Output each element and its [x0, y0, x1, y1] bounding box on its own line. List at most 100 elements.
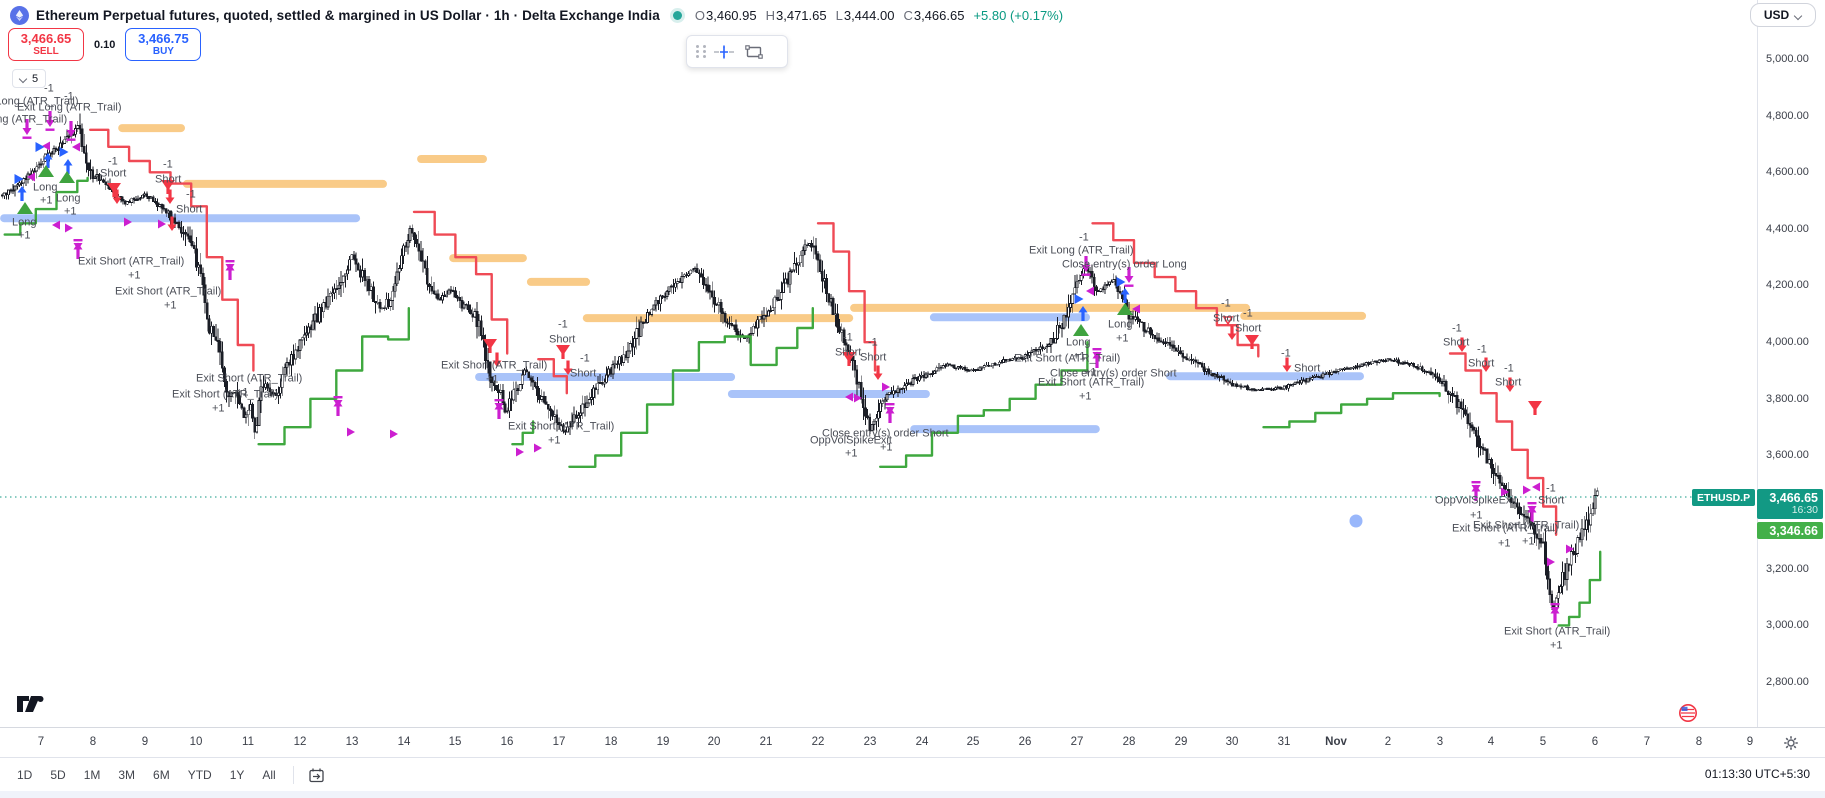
time-tick-label: 18: [604, 736, 618, 748]
svg-text:-1: -1: [186, 189, 196, 201]
svg-text:Exit Long (ATR_Trail): Exit Long (ATR_Trail): [17, 102, 122, 114]
svg-text:+1: +1: [1550, 640, 1563, 652]
time-tick-label: 8: [89, 736, 97, 748]
svg-text:Exit Short (ATR_Trail): Exit Short (ATR_Trail): [196, 373, 302, 385]
svg-text:+1: +1: [845, 448, 858, 460]
svg-text:-1: -1: [1452, 323, 1462, 335]
price-tick-label: 4,600.00: [1766, 166, 1809, 178]
time-tick-label: 29: [1174, 736, 1188, 748]
time-tick-label: 25: [966, 736, 980, 748]
time-tick-label: 11: [242, 736, 254, 748]
svg-text:+1: +1: [880, 442, 893, 454]
price-tick-label: 2,800.00: [1766, 676, 1809, 688]
svg-text:Short: Short: [549, 334, 575, 346]
svg-text:+1: +1: [548, 435, 561, 447]
price-axis[interactable]: USD 3,466.65 16:30 3,346.66 5,000.00 4,80…: [1750, 0, 1825, 727]
quantity-dropdown[interactable]: 5: [12, 69, 47, 88]
svg-text:+1: +1: [128, 270, 141, 282]
svg-text:+1: +1: [1522, 536, 1535, 548]
svg-text:-1: -1: [1504, 363, 1514, 375]
last-price-time: 16:30: [1791, 504, 1818, 517]
range-button-all[interactable]: All: [262, 768, 276, 782]
svg-text:+1: +1: [1498, 538, 1511, 550]
range-button-1y[interactable]: 1Y: [229, 768, 245, 782]
buy-price: 3,466.75: [138, 30, 189, 46]
svg-text:OppVolSpikeExit: OppVolSpikeExit: [810, 435, 892, 447]
time-tick-label: Nov: [1325, 736, 1347, 748]
session-clock[interactable]: 01:13:30 UTC+5:30: [1704, 767, 1810, 781]
svg-text:Long: Long: [56, 193, 80, 205]
range-button-1m[interactable]: 1M: [83, 768, 101, 782]
ohlc-values: O3,460.95 H3,471.65 L3,444.00 C3,466.65 …: [694, 7, 1064, 23]
time-tick-label: 7: [1643, 736, 1651, 748]
time-tick-label: 30: [1225, 736, 1239, 748]
svg-text:-1: -1: [580, 353, 590, 365]
trade-panel: 3,466.65 SELL 0.10 3,466.75 BUY: [8, 28, 202, 61]
drag-handle-icon[interactable]: [693, 43, 709, 61]
market-status-icon[interactable]: [672, 10, 682, 20]
tradingview-logo-icon[interactable]: [16, 695, 46, 713]
svg-text:Long: Long: [1108, 319, 1132, 331]
range-button-3m[interactable]: 3M: [118, 768, 136, 782]
svg-text:OppVolSpikeExit: OppVolSpikeExit: [1435, 495, 1517, 507]
range-button-6m[interactable]: 6M: [153, 768, 170, 782]
range-button-ytd[interactable]: YTD: [187, 768, 212, 782]
svg-text:Short: Short: [1495, 377, 1521, 389]
svg-text:Close entry(s) order Short: Close entry(s) order Short: [822, 428, 949, 440]
time-tick-label: 28: [1122, 736, 1136, 748]
svg-text:Short: Short: [176, 204, 202, 216]
time-tick-label: 2: [1384, 736, 1392, 748]
time-tick-label: 21: [759, 736, 773, 748]
ethereum-icon: [10, 5, 29, 25]
time-tick-label: 9: [1746, 736, 1754, 748]
svg-text:Short: Short: [1468, 358, 1494, 370]
bottom-toolbar: 1D 5D 1M 3M 6M YTD 1Y All 01:13:30 UTC+5:30: [0, 757, 1825, 792]
time-tick-label: 6: [1591, 736, 1599, 748]
price-tick-label: 3,200.00: [1766, 563, 1809, 575]
svg-text:-1: -1: [44, 83, 54, 95]
time-tick-label: 22: [811, 736, 825, 748]
price-range-tool-icon[interactable]: [709, 40, 739, 64]
time-tick-label: 14: [397, 736, 411, 748]
time-axis[interactable]: 7 8 9 10 11 12 13 14 15 16 17 18 19 20 21 22 23 24 25 26 27 2…: [0, 727, 1825, 758]
sell-price: 3,466.65: [20, 30, 72, 46]
svg-text:+1: +1: [1079, 391, 1092, 403]
time-tick-label: 17: [552, 736, 566, 748]
svg-text:-1: -1: [868, 337, 878, 349]
svg-text:Short: Short: [1235, 323, 1261, 335]
buy-button[interactable]: 3,466.75 BUY: [125, 28, 202, 61]
svg-text:Exit Short (ATR_Trail): Exit Short (ATR_Trail): [441, 360, 547, 372]
svg-text:Long: Long: [12, 217, 36, 229]
countdown-badge: 3,346.66: [1757, 522, 1823, 539]
sell-button[interactable]: 3,466.65 SELL: [8, 28, 84, 61]
range-button-5d[interactable]: 5D: [50, 768, 66, 782]
gear-icon[interactable]: [1783, 735, 1799, 751]
svg-text:Exit Long (ATR_Trail): Exit Long (ATR_Trail): [0, 96, 79, 108]
symbol-title[interactable]: Ethereum Perpetual futures, quoted, sett…: [36, 7, 660, 23]
time-tick-label: 5: [1539, 736, 1547, 748]
price-tick-label: 3,000.00: [1766, 619, 1809, 631]
svg-text:+1: +1: [1470, 510, 1483, 522]
price-tick-label: 4,800.00: [1766, 110, 1809, 122]
svg-text:+1: +1: [212, 403, 225, 415]
svg-text:Exit Long (ATR_Trail): Exit Long (ATR_Trail): [1029, 245, 1134, 257]
time-tick-label: 20: [707, 736, 721, 748]
open-value: 3,460.95: [706, 7, 757, 23]
svg-text:-1: -1: [1221, 298, 1231, 310]
time-tick-label: 7: [37, 736, 45, 748]
currency-selector-button[interactable]: USD: [1750, 3, 1816, 27]
rectangle-tool-icon[interactable]: [739, 40, 769, 64]
svg-text:Exit Short (ATR_Trail): Exit Short (ATR_Trail): [115, 286, 221, 298]
go-to-date-icon[interactable]: [302, 763, 332, 787]
svg-text:+1: +1: [1116, 333, 1129, 345]
svg-text:+1: +1: [18, 230, 31, 242]
svg-text:Short: Short: [860, 352, 886, 364]
time-tick-label: 13: [345, 736, 359, 748]
time-tick-label: 15: [448, 736, 462, 748]
range-button-1d[interactable]: 1D: [17, 768, 33, 782]
time-tick-label: 19: [656, 736, 670, 748]
svg-text:-1: -1: [108, 156, 118, 168]
svg-text:-1: -1: [1546, 483, 1556, 495]
